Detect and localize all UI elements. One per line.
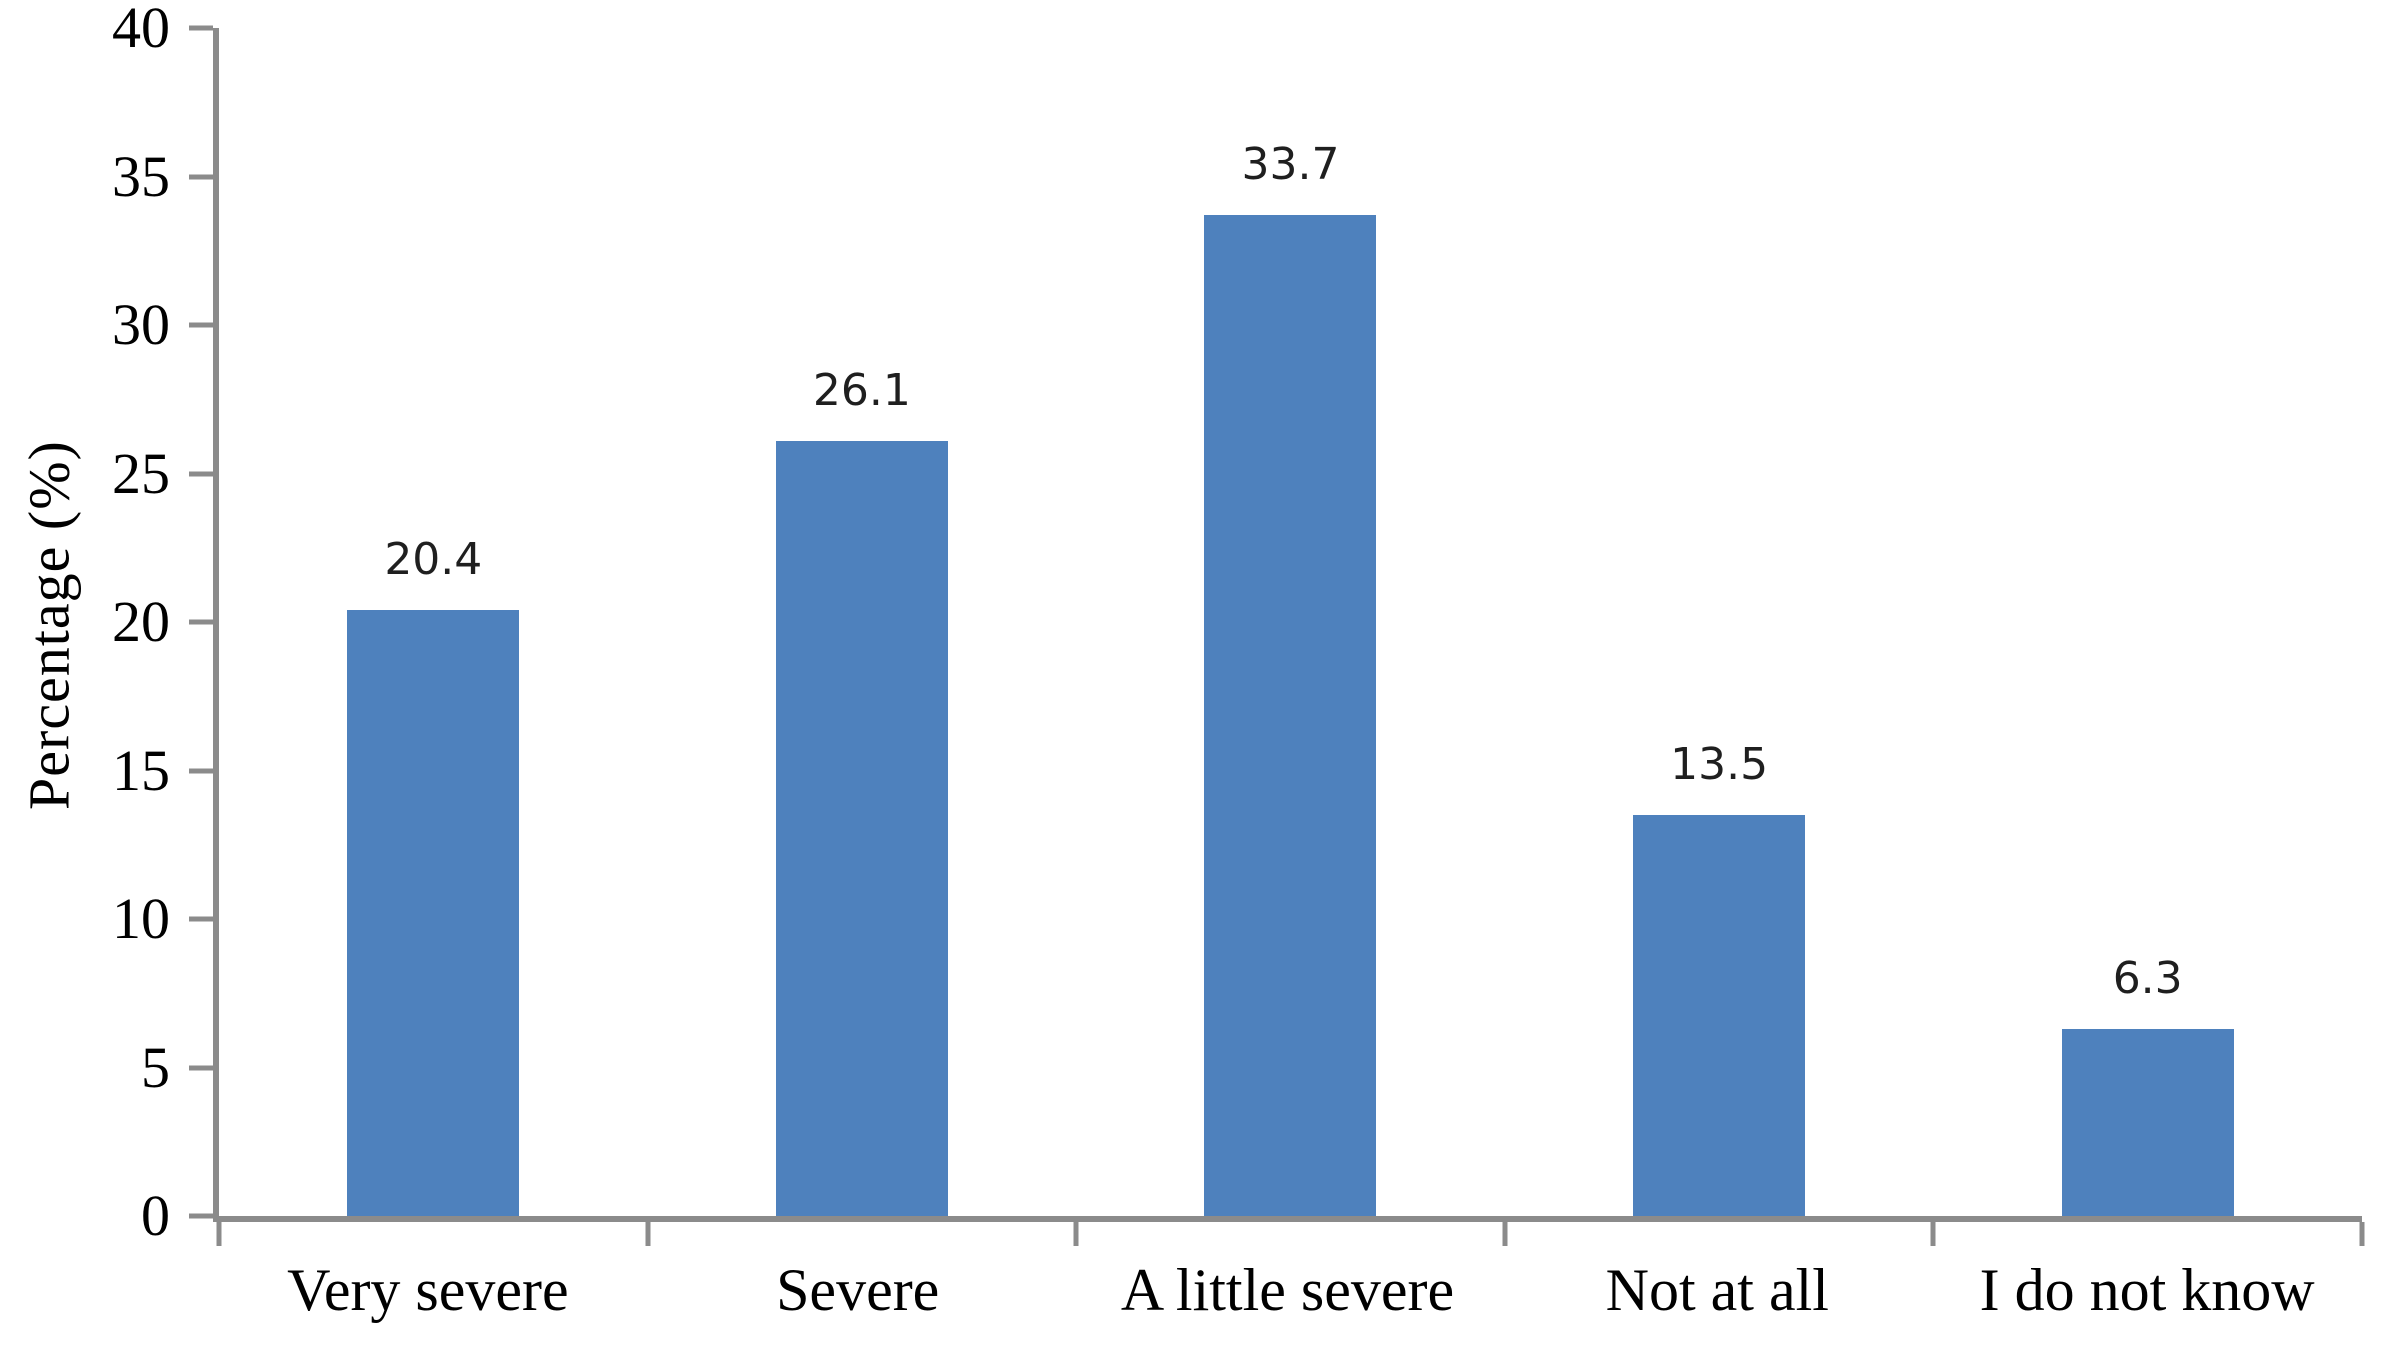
x-axis-category-labels: Very severe Severe A little severe Not at a… — [213, 1256, 2362, 1325]
y-axis-tick-mark — [189, 619, 213, 625]
bar-column: 13.5 — [1505, 28, 1934, 1216]
y-axis-tick-mark — [189, 768, 213, 773]
y-axis-tick-label: 5 — [141, 1034, 170, 1100]
y-axis-tick-mark — [189, 1065, 213, 1070]
x-axis-tick-mark — [1502, 1222, 1508, 1246]
bar-column: 33.7 — [1076, 28, 1505, 1216]
bar — [775, 440, 948, 1216]
x-axis-category-label: A little severe — [1120, 1257, 1455, 1323]
y-axis-tick-label: 40 — [112, 0, 170, 60]
y-axis-tick-label: 30 — [112, 292, 170, 357]
x-axis-tick-mark — [1073, 1222, 1079, 1246]
bar — [1204, 215, 1377, 1216]
y-axis-tick-label: 10 — [112, 886, 170, 951]
y-axis-tick-label: 25 — [112, 440, 170, 506]
y-axis-tick-label: 20 — [112, 589, 170, 654]
bar-value-label: 6.3 — [2112, 952, 2183, 1004]
x-axis-category-label: I do not know — [1979, 1257, 2315, 1323]
x-axis-tick-mark — [2359, 1222, 2365, 1246]
y-axis-tick-mark — [189, 174, 213, 179]
y-axis-tick-label: 0 — [141, 1183, 170, 1248]
y-axis-tick-label: 15 — [112, 737, 170, 803]
x-axis-category-label: Very severe — [287, 1257, 569, 1323]
bar-column: 26.1 — [648, 28, 1077, 1216]
bar — [347, 610, 520, 1216]
bar-value-label: 13.5 — [1670, 739, 1769, 791]
y-axis-labels: 0 5 10 15 20 25 30 35 40 — [0, 0, 170, 1245]
bar-value-label: 26.1 — [812, 364, 911, 416]
y-axis-tick-mark — [189, 471, 213, 476]
bar-column: 20.4 — [219, 28, 648, 1216]
y-axis-tick-mark — [189, 916, 213, 922]
y-axis-tick-mark — [189, 1213, 213, 1219]
x-axis-tick-mark — [645, 1222, 651, 1246]
y-axis-tick-label: 35 — [112, 143, 170, 209]
bar — [1633, 815, 1806, 1216]
bar-value-label: 33.7 — [1241, 139, 1340, 191]
x-axis-tick-mark — [216, 1222, 222, 1246]
y-axis-tick-mark — [189, 25, 213, 31]
y-axis-tick-mark — [189, 322, 213, 328]
bar-column: 6.3 — [1933, 28, 2362, 1216]
x-axis-tick-mark — [1930, 1222, 1936, 1246]
bar — [2061, 1028, 2234, 1216]
x-axis-category-label: Severe — [776, 1257, 940, 1323]
x-axis-category-label: Not at all — [1605, 1257, 1829, 1323]
bar-value-label: 20.4 — [384, 534, 483, 586]
plot-area: 20.4 26.1 33.7 13.5 6.3 — [189, 25, 2365, 1246]
